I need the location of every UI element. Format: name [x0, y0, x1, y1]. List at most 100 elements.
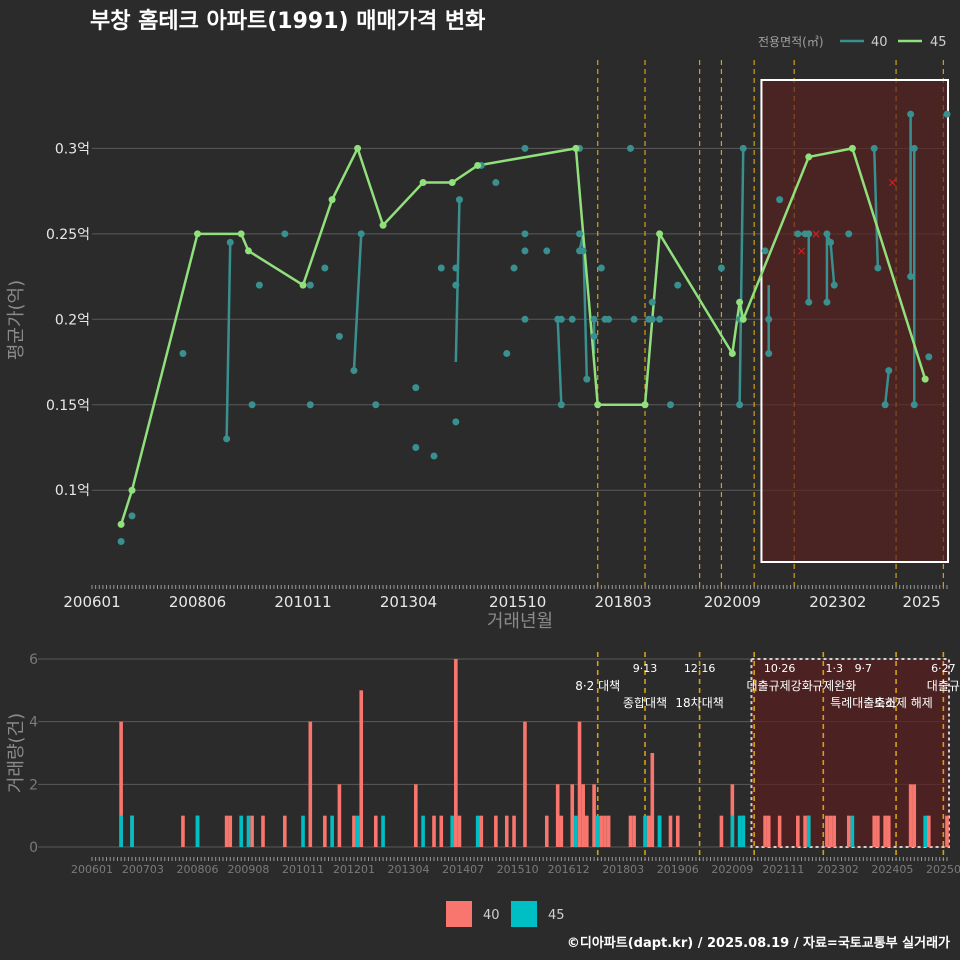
series-45-point [805, 153, 813, 161]
policy-name-label: 8·2 대책 [575, 678, 620, 693]
volume-axis: 200601 200703 200806 200908 201011 201201 2013… [29, 652, 960, 876]
bar-45 [595, 815, 600, 847]
policy-name-label: 대출규 [927, 679, 960, 693]
bar-40 [555, 784, 560, 847]
legend-40-label: 40 [871, 35, 888, 50]
bar-40 [796, 815, 800, 847]
bar-40 [323, 815, 327, 847]
series-40-point [543, 247, 551, 255]
bar-40 [886, 815, 891, 847]
bar-40 [523, 721, 527, 847]
cross-marker: × [887, 176, 897, 190]
bar-45 [643, 815, 647, 847]
bar-40 [828, 815, 833, 847]
series-40-point [568, 315, 576, 323]
bar-40 [585, 815, 589, 847]
bar-40 [512, 815, 516, 847]
bar-40 [504, 815, 509, 847]
series-40-point [226, 238, 234, 246]
volume-x-tick: 201407 [442, 863, 484, 876]
series-40-point [630, 315, 638, 323]
series-45-point [237, 230, 245, 238]
bar-40 [414, 784, 418, 847]
bar-40 [945, 815, 949, 847]
series-45-point [572, 144, 580, 152]
series-40-point [452, 264, 460, 272]
series-40-point [579, 247, 587, 255]
series-40-point [557, 315, 565, 323]
series-40-point [452, 418, 460, 426]
bar-45 [246, 815, 251, 847]
series-40-point [557, 401, 565, 409]
price-y-tick: 0.3억 [55, 141, 90, 157]
series-40-point [761, 247, 769, 255]
series-40-point [881, 401, 889, 409]
series-40-line [825, 233, 836, 303]
series-40-point [321, 264, 329, 272]
volume-x-tick: 201201 [333, 863, 375, 876]
series-40-line [352, 233, 363, 371]
bar-40 [803, 815, 807, 847]
bar-40 [763, 815, 767, 847]
series-40-line [454, 199, 461, 363]
series-40-point [521, 144, 529, 152]
series-40-line [872, 148, 880, 269]
bar-40 [650, 753, 655, 847]
series-40-point [521, 315, 529, 323]
bar-40 [719, 815, 724, 847]
series-40-point [335, 332, 343, 340]
series-45-point [299, 281, 307, 289]
volume-y-tick: 6 [29, 652, 38, 668]
legend-title: 전용면적(㎡) [758, 35, 824, 49]
series-40-point [717, 264, 725, 272]
series-40-point [281, 230, 289, 238]
footer-credit: ©디아파트(dapt.kr) / 2025.08.19 / 자료=국토교통부 실… [567, 935, 950, 951]
bar-45 [195, 815, 200, 847]
legend-bar-40-label: 40 [483, 908, 500, 923]
bar-45 [119, 815, 123, 847]
bar-40 [432, 815, 436, 847]
series-45-point [117, 520, 125, 528]
series-40-point [794, 230, 802, 238]
series-40-point [827, 238, 835, 246]
bar-40 [846, 815, 851, 847]
price-points: × × × [117, 110, 951, 545]
series-45-point [328, 196, 336, 204]
bar-40 [261, 815, 265, 847]
bar-40 [228, 815, 233, 847]
series-40-point [255, 281, 263, 289]
series-40-point [430, 452, 438, 460]
volume-x-tick: 202405 [871, 863, 913, 876]
series-40-point [910, 401, 918, 409]
bar-40 [570, 784, 575, 847]
policy-date-label: 9·13 [633, 662, 658, 675]
series-40-line [225, 242, 232, 439]
bar-45 [737, 815, 742, 847]
bar-45 [741, 815, 746, 847]
series-45-line [119, 145, 927, 525]
series-45-point [656, 230, 664, 238]
series-40-point [452, 281, 460, 289]
bar-40 [730, 784, 735, 847]
policy-name-label: 18차대책 [675, 695, 723, 710]
volume-x-tick: 200703 [122, 863, 164, 876]
series-40-point [739, 144, 747, 152]
bar-45 [239, 815, 243, 847]
bar-40 [766, 815, 771, 847]
bar-40 [927, 815, 931, 847]
series-40-point [605, 315, 613, 323]
bar-45 [301, 815, 305, 847]
bar-45 [130, 815, 134, 847]
bar-40 [876, 815, 880, 847]
price-x-tick: 200806 [169, 593, 226, 611]
bar-40 [352, 815, 356, 847]
bar-40 [224, 815, 229, 847]
bar-40 [668, 815, 673, 847]
series-45-point [921, 375, 929, 383]
series-40-point [805, 230, 813, 238]
price-x-tick: 201304 [380, 593, 437, 611]
bar-40 [359, 690, 364, 847]
series-45-point [848, 144, 856, 152]
series-45-point [474, 161, 482, 169]
series-40-point [674, 281, 682, 289]
